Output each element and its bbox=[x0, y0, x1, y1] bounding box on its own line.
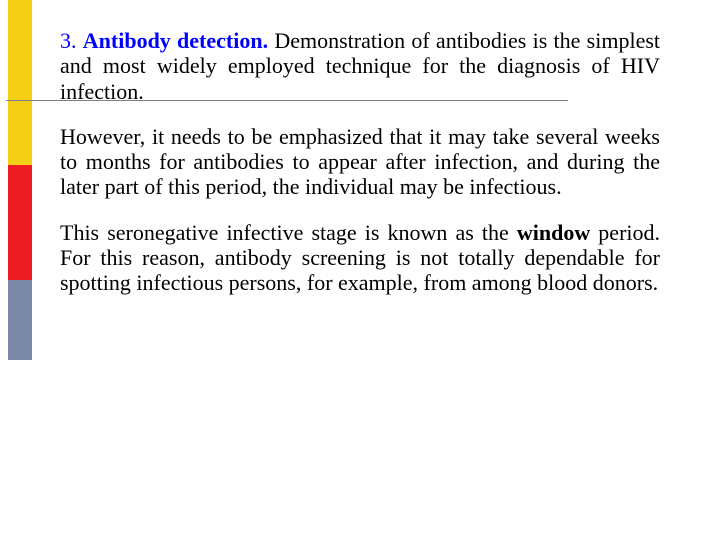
paragraph-3: This seronegative infective stage is kno… bbox=[60, 220, 660, 296]
heading-number: 3. bbox=[60, 28, 77, 53]
heading-title: Antibody detection bbox=[83, 28, 263, 53]
sidebar-segment-slate bbox=[8, 280, 32, 360]
slide-content: 3. Antibody detection. Demonstration of … bbox=[60, 28, 660, 316]
sidebar-segment-white bbox=[8, 360, 32, 540]
paragraph-2: However, it needs to be emphasized that … bbox=[60, 124, 660, 200]
paragraph-1: 3. Antibody detection. Demonstration of … bbox=[60, 28, 660, 104]
sidebar-segment-yellow bbox=[8, 0, 32, 165]
color-sidebar bbox=[8, 0, 32, 540]
paragraph-3-pre: This seronegative infective stage is kno… bbox=[60, 220, 517, 245]
paragraph-3-bold: window bbox=[517, 220, 590, 245]
sidebar-segment-red bbox=[8, 165, 32, 280]
